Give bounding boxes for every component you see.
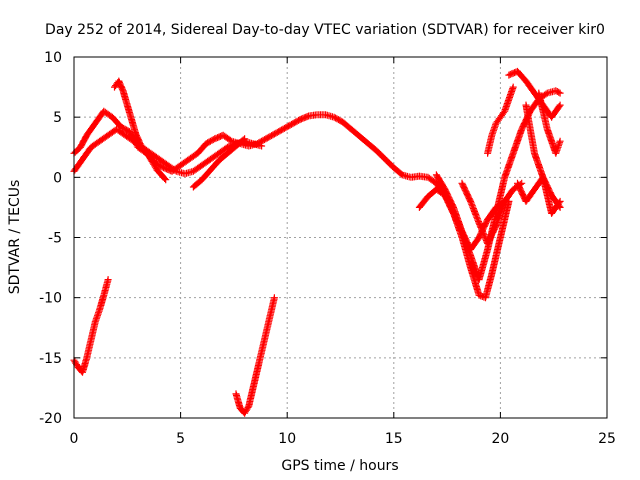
data-points	[70, 67, 564, 417]
series-12	[535, 89, 564, 157]
series-8	[484, 83, 517, 157]
x-tick-label: 20	[491, 431, 509, 447]
x-tick-label: 15	[385, 431, 403, 447]
axis-ticks: 0 5 10 15 20 25 -20 -15 -10 -5 0 5 10	[39, 50, 616, 447]
y-tick-label: 5	[53, 110, 62, 126]
y-tick-label: 0	[53, 170, 62, 186]
x-axis-label: GPS time / hours	[281, 458, 398, 474]
series-markers	[535, 89, 564, 157]
y-tick-label: -20	[39, 411, 62, 427]
series-markers	[522, 101, 564, 211]
series-markers	[458, 179, 526, 247]
series-14	[232, 294, 278, 417]
y-tick-label: -15	[39, 351, 62, 367]
series-6	[432, 171, 509, 253]
x-tick-label: 5	[176, 431, 185, 447]
y-tick-label: -10	[39, 291, 62, 307]
series-7	[458, 179, 526, 247]
y-axis-label: SDTVAR / TECUs	[7, 180, 23, 295]
chart-title: Day 252 of 2014, Sidereal Day-to-day VTE…	[45, 22, 605, 38]
series-3	[111, 77, 170, 184]
y-tick-label: -5	[48, 231, 62, 247]
y-tick-label: 10	[44, 50, 62, 66]
series-markers	[111, 77, 170, 184]
series-markers	[189, 135, 249, 191]
series-markers	[432, 171, 509, 253]
x-tick-label: 25	[598, 431, 616, 447]
series-11	[522, 101, 564, 211]
x-tick-label: 10	[278, 431, 296, 447]
series-markers	[484, 83, 517, 157]
series-markers	[232, 294, 278, 417]
x-tick-label: 0	[70, 431, 79, 447]
series-4	[189, 135, 249, 191]
